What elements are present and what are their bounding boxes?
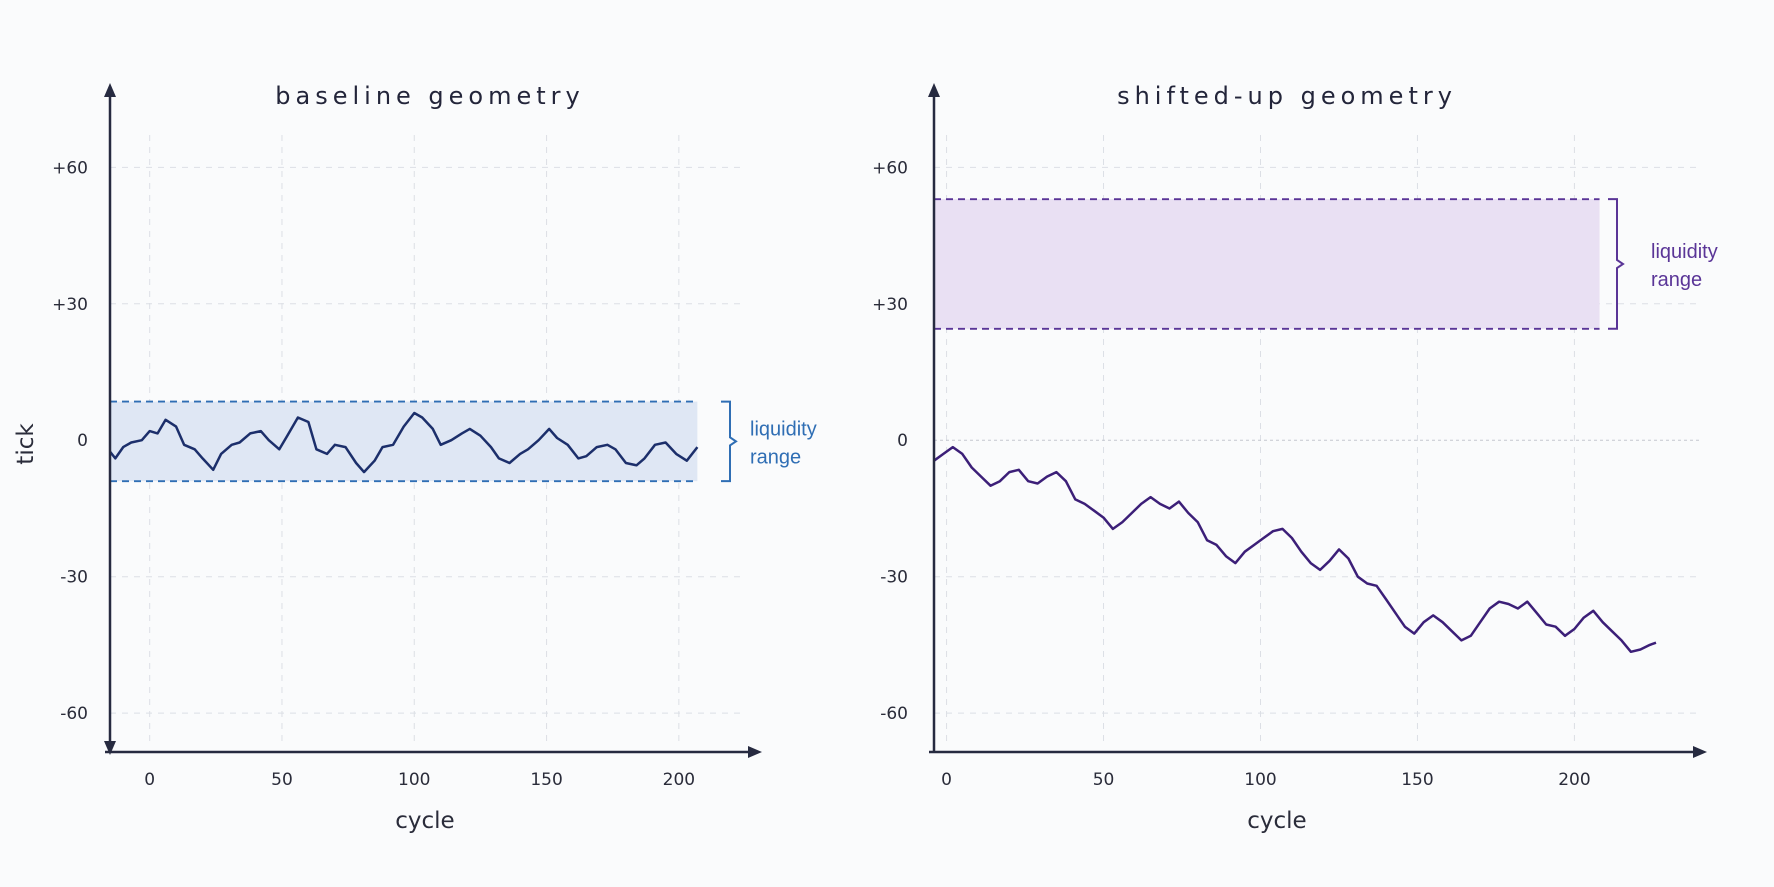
liquidity-range-label-line2: range (1651, 269, 1702, 291)
x-tick-label: 150 (530, 770, 562, 790)
x-tick-label: 100 (398, 770, 430, 790)
x-tick-labels: 0 50 100 150 200 (144, 770, 695, 790)
chart-baseline: baseline geometry liquidity range +60 +30… (13, 82, 817, 834)
liquidity-range-bracket (721, 400, 738, 483)
x-tick-label: 50 (1093, 770, 1115, 790)
y-tick-label: -30 (60, 568, 88, 588)
chart-title: shifted-up geometry (1117, 82, 1457, 110)
y-tick-label: +30 (52, 295, 88, 315)
y-tick-label: 0 (897, 431, 908, 451)
x-axis-label: cycle (1247, 808, 1306, 834)
y-tick-labels: +60 +30 0 -30 -60 (872, 158, 908, 724)
x-tick-labels: 0 50 100 150 200 (941, 770, 1591, 790)
liquidity-range-band (934, 199, 1600, 329)
y-tick-label: +30 (872, 295, 908, 315)
chart-shifted-up: shifted-up geometry liquidity range +60+… (872, 82, 1718, 834)
series-line (933, 445, 1657, 654)
chart-title: baseline geometry (275, 82, 584, 110)
x-tick-label: 0 (941, 770, 952, 790)
y-tick-label: +60 (872, 158, 908, 178)
y-tick-label: -60 (60, 704, 88, 724)
x-axis-label: cycle (395, 808, 454, 834)
y-axis-label: tick (13, 423, 39, 465)
liquidity-range-bracket (1608, 198, 1625, 330)
y-tick-labels: +60 +30 0 -30 -60 (52, 158, 88, 724)
x-tick-label: 0 (144, 770, 155, 790)
x-tick-label: 200 (1558, 770, 1590, 790)
y-tick-label: -30 (880, 568, 908, 588)
y-tick-label: 0 (77, 431, 88, 451)
liquidity-range-band (110, 401, 698, 482)
liquidity-range-label-line2: range (750, 446, 801, 468)
series-line (109, 411, 699, 474)
y-tick-label: +60 (52, 158, 88, 178)
x-tick-label: 150 (1401, 770, 1433, 790)
liquidity-range-label-line1: liquidity (750, 418, 817, 440)
x-tick-label: 50 (271, 770, 293, 790)
x-tick-label: 100 (1244, 770, 1276, 790)
x-tick-label: 200 (663, 770, 695, 790)
liquidity-range-label-line1: liquidity (1651, 241, 1718, 263)
y-tick-label: -60 (880, 704, 908, 724)
